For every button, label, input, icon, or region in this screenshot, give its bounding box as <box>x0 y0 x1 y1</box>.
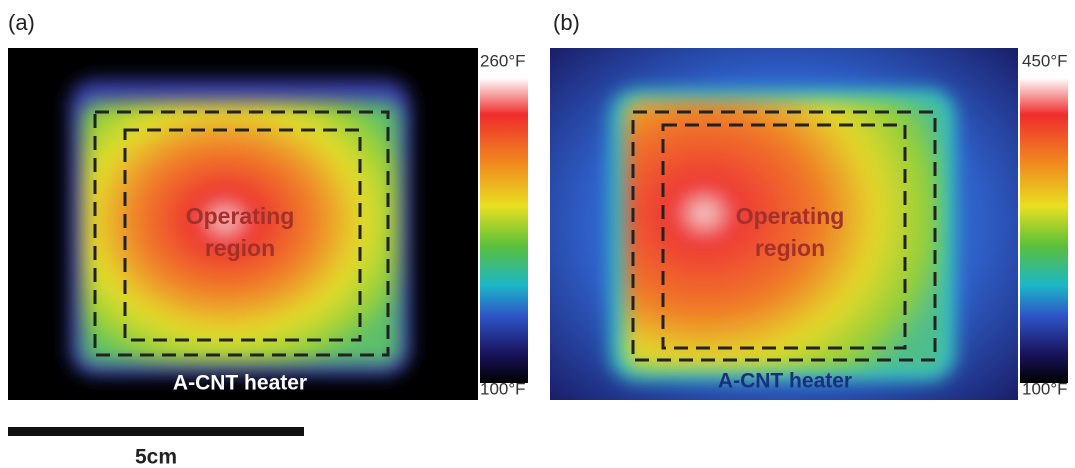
scale-bar <box>8 427 304 436</box>
colorbar-min: 100°F <box>480 379 526 398</box>
region-label: region <box>755 235 825 261</box>
heat-area <box>82 102 400 364</box>
colorbar-max: 450°F <box>1022 51 1068 70</box>
colorbar <box>480 78 528 383</box>
heater-label: A-CNT heater <box>173 372 307 395</box>
region-label: Operating <box>736 203 845 229</box>
region-label: region <box>205 235 275 261</box>
colorbar-min: 100°F <box>1022 379 1068 398</box>
panel-label: (b) <box>553 10 580 35</box>
colorbar-max: 260°F <box>480 51 526 70</box>
heater-label: A-CNT heater <box>718 370 852 393</box>
scale-bar-label: 5cm <box>135 446 177 468</box>
region-label: Operating <box>186 203 295 229</box>
panel-label: (a) <box>8 10 35 35</box>
figure: (a) Operating region A-CNT heater 260°F … <box>0 0 1075 468</box>
colorbar <box>1020 78 1068 383</box>
